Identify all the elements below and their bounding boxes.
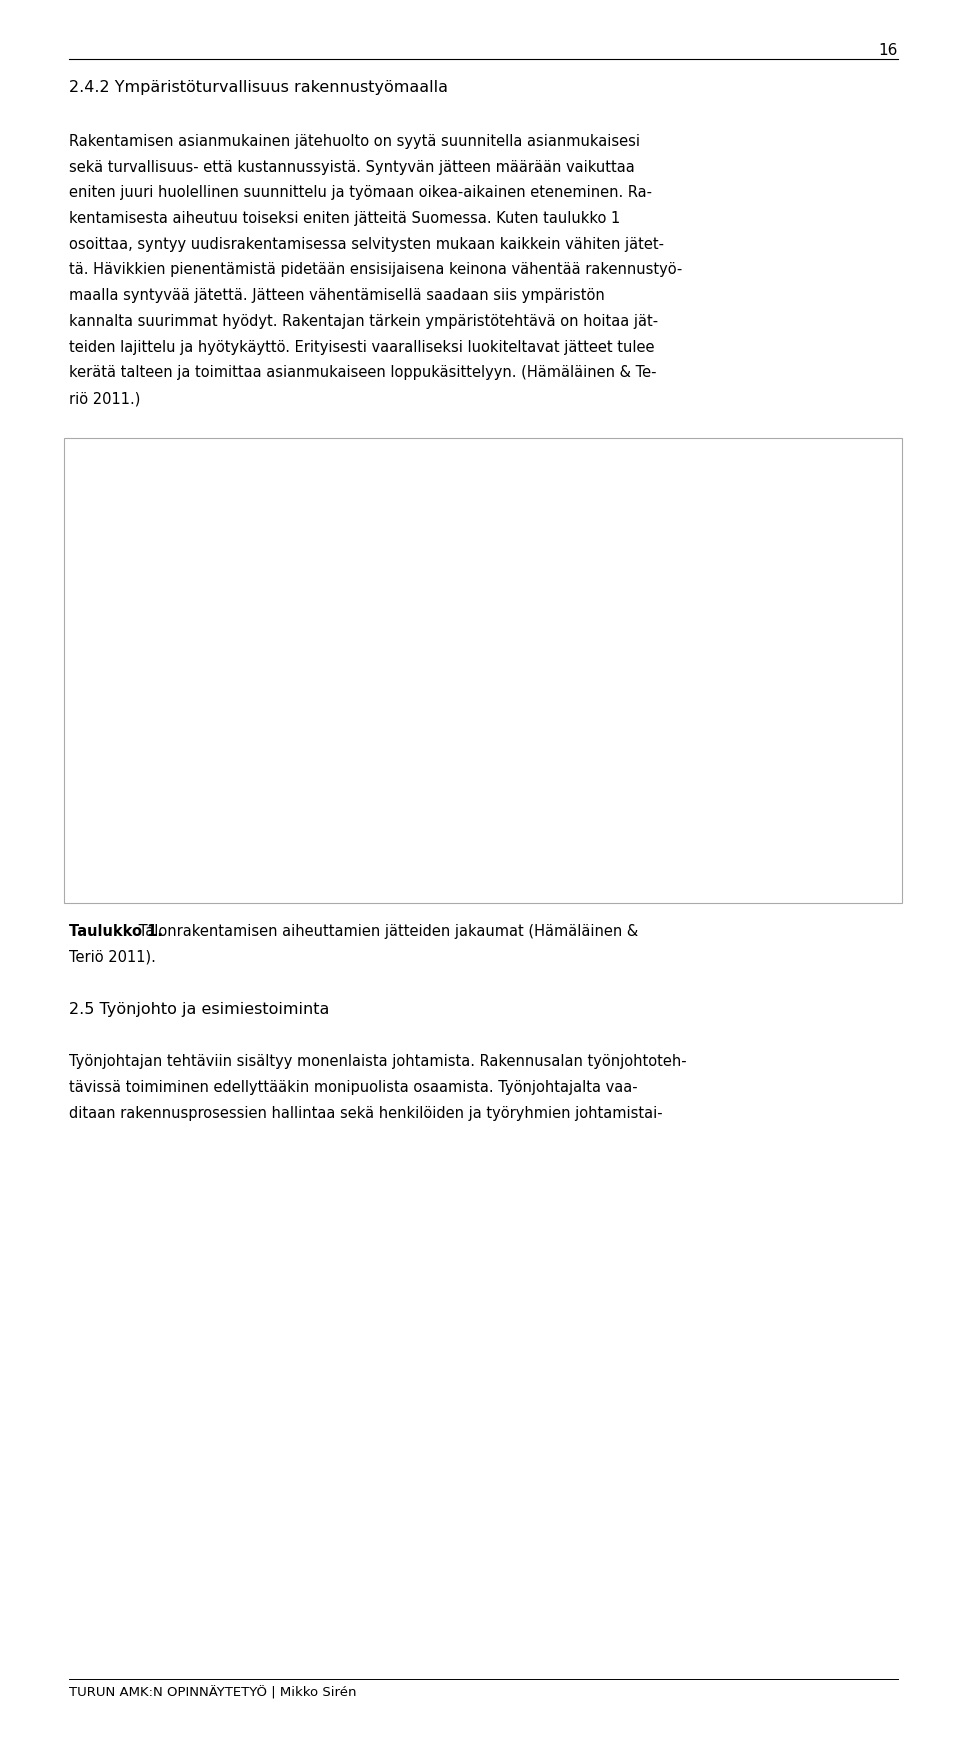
Bar: [567, 713, 599, 732]
Text: kerätä talteen ja toimittaa asianmukaiseen loppukäsittelyyn. (Hämäläinen & Te-: kerätä talteen ja toimittaa asianmukaise…: [69, 365, 657, 381]
Text: osoittaa, syntyy uudisrakentamisessa selvitysten mukaan kaikkein vähiten jätet-: osoittaa, syntyy uudisrakentamisessa sel…: [69, 236, 664, 252]
Text: Työnjohtajan tehtäviin sisältyy monenlaista johtamista. Rakennusalan työnjohtote: Työnjohtajan tehtäviin sisältyy monenlai…: [69, 1055, 686, 1069]
Text: maalla syntyvää jätettä. Jätteen vähentämisellä saadaan siis ympäristön: maalla syntyvää jätettä. Jätteen vähentä…: [69, 289, 605, 302]
Text: TURUN AMK:N OPINNÄYTETYÖ | Mikko Sirén: TURUN AMK:N OPINNÄYTETYÖ | Mikko Sirén: [69, 1686, 356, 1700]
Text: ditaan rakennusprosessien hallintaa sekä henkilöiden ja työryhmien johtamistai-: ditaan rakennusprosessien hallintaa sekä…: [69, 1105, 662, 1121]
Wedge shape: [310, 478, 503, 695]
Bar: [567, 586, 599, 605]
Text: kannalta suurimmat hyödyt. Rakentajan tärkein ympäristötehtävä on hoitaa jät-: kannalta suurimmat hyödyt. Rakentajan tä…: [69, 315, 659, 328]
Text: Taulukko 1.: Taulukko 1.: [69, 925, 163, 939]
Text: Talonrakentamisen aiheuttamien jätteiden jakaumat (Hämäläinen &: Talonrakentamisen aiheuttamien jätteiden…: [134, 925, 638, 939]
Text: Rakentamisen asianmukainen jätehuolto on syytä suunnitella asianmukaisesi: Rakentamisen asianmukainen jätehuolto on…: [69, 134, 640, 149]
Text: teiden lajittelu ja hyötykäyttö. Erityisesti vaaralliseksi luokiteltavat jätteet: teiden lajittelu ja hyötykäyttö. Erityis…: [69, 339, 655, 355]
Text: Purkutyömaat 27 %: Purkutyömaat 27 %: [618, 587, 754, 601]
Bar: [567, 650, 599, 667]
Text: tävissä toimiminen edellyttääkin monipuolista osaamista. Työnjohtajalta vaa-: tävissä toimiminen edellyttääkin monipuo…: [69, 1079, 637, 1095]
Text: 16: 16: [878, 43, 898, 59]
Text: riö 2011.): riö 2011.): [69, 391, 140, 407]
Text: Korjaustyömaat 57 %: Korjaustyömaat 57 %: [618, 652, 765, 666]
Wedge shape: [118, 567, 502, 864]
Text: 2.5 Työnjohto ja esimiestoiminta: 2.5 Työnjohto ja esimiestoiminta: [69, 1003, 329, 1017]
Text: kentamisesta aiheutuu toiseksi eniten jätteitä Suomessa. Kuten taulukko 1: kentamisesta aiheutuu toiseksi eniten jä…: [69, 210, 620, 226]
Text: Uudistyömaat 16 %: Uudistyömaat 16 %: [618, 714, 753, 728]
Wedge shape: [148, 478, 310, 671]
Text: tä. Hävikkien pienentämistä pidetään ensisijaisena keinona vähentää rakennustyö-: tä. Hävikkien pienentämistä pidetään ens…: [69, 262, 683, 278]
Text: sekä turvallisuus- että kustannussyistä. Syntyvän jätteen määrään vaikuttaa: sekä turvallisuus- että kustannussyistä.…: [69, 160, 635, 174]
Text: 2.4.2 Ympäristöturvallisuus rakennustyömaalla: 2.4.2 Ympäristöturvallisuus rakennustyöm…: [69, 80, 448, 96]
Text: eniten juuri huolellinen suunnittelu ja työmaan oikea-aikainen eteneminen. Ra-: eniten juuri huolellinen suunnittelu ja …: [69, 186, 652, 200]
Text: Teriö 2011).: Teriö 2011).: [69, 951, 156, 965]
